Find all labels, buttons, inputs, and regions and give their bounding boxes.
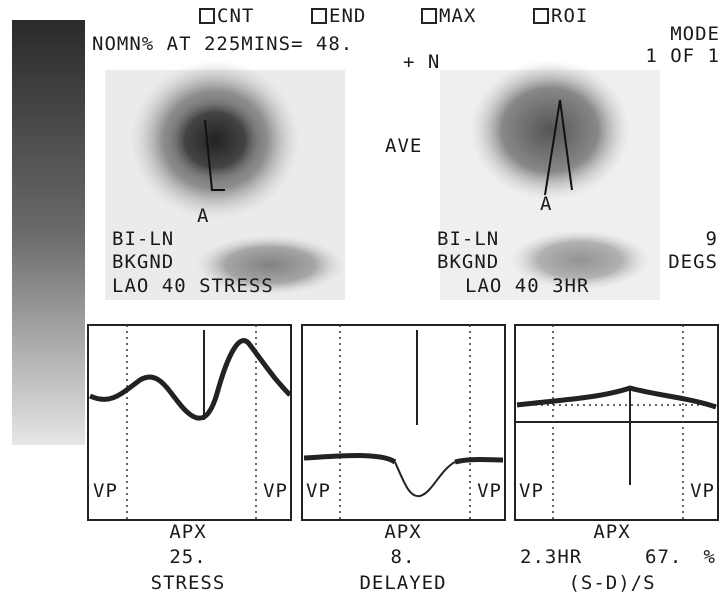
image-label: LAO 40 3HR xyxy=(465,275,589,297)
panel-value: 8. xyxy=(391,546,416,568)
ratio-unit: % xyxy=(704,546,716,568)
menu: CNT END MAX ROI xyxy=(200,5,588,27)
summary: NOMN% AT 225MINS= 48. xyxy=(92,33,353,55)
ratio-value: 67. xyxy=(645,546,682,568)
vp-marker: VP xyxy=(519,480,544,502)
screen: CNT END MAX ROI MODE 1 OF 1 NOMN% AT 225… xyxy=(0,0,724,600)
marker: + N xyxy=(403,51,440,73)
image-label: BKGND xyxy=(437,251,499,273)
vp-marker: VP xyxy=(690,480,715,502)
panel-label: STRESS xyxy=(151,572,226,594)
panel-value: 25. xyxy=(169,546,206,568)
vp-marker: VP xyxy=(477,480,502,502)
apex-label: A xyxy=(197,205,209,227)
site-label: APX xyxy=(593,521,630,543)
menu-item[interactable]: MAX xyxy=(439,5,476,27)
gray-scale-bar xyxy=(12,20,85,445)
image-label: BKGND xyxy=(112,251,174,273)
vp-marker: VP xyxy=(263,480,288,502)
image-label: LAO 40 STRESS xyxy=(112,275,274,297)
page-indicator: 1 OF 1 xyxy=(645,45,720,67)
vp-marker: VP xyxy=(93,480,118,502)
checkbox[interactable] xyxy=(200,9,214,23)
site-label: APX xyxy=(384,521,421,543)
menu-item[interactable]: CNT xyxy=(217,5,254,27)
panel-value: 2.3HR xyxy=(520,546,582,568)
menu-item[interactable]: END xyxy=(329,5,366,27)
vp-marker: VP xyxy=(306,480,331,502)
delayed-panel: VP VP xyxy=(302,325,505,520)
stress-image: A BI-LN BKGND LAO 40 STRESS xyxy=(105,60,345,300)
mode-label[interactable]: MODE xyxy=(670,23,720,45)
checkbox[interactable] xyxy=(534,9,548,23)
ratio-panel: VP VP xyxy=(515,325,718,520)
stress-panel: VP VP xyxy=(88,325,291,520)
image-label: BI-LN xyxy=(112,228,174,250)
angle: 9 xyxy=(706,228,718,250)
checkbox[interactable] xyxy=(312,9,326,23)
menu-item[interactable]: ROI xyxy=(551,5,588,27)
image-label: BI-LN xyxy=(437,228,499,250)
center-label: AVE xyxy=(385,135,422,157)
angle-unit: DEGS xyxy=(668,251,718,273)
panel-label: (S-D)/S xyxy=(568,572,655,594)
checkbox[interactable] xyxy=(422,9,436,23)
delayed-image: A BI-LN BKGND LAO 40 3HR 9 DEGS xyxy=(437,60,718,300)
site-label: APX xyxy=(169,521,206,543)
panel-label: DELAYED xyxy=(359,572,446,594)
apex-label: A xyxy=(540,193,552,215)
